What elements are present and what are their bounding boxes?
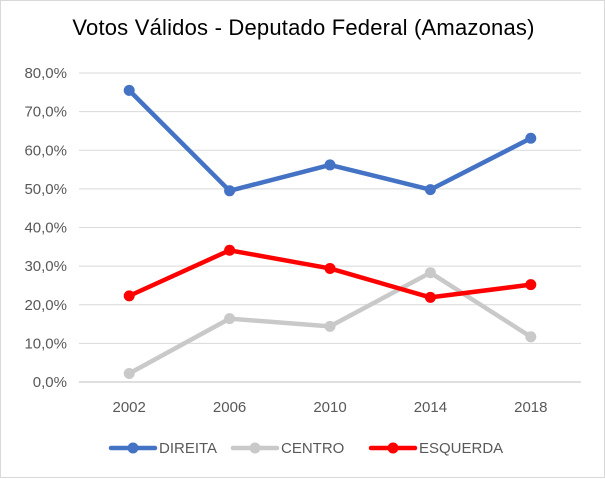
- data-point: [123, 84, 135, 96]
- y-tick-label: 80,0%: [24, 65, 67, 82]
- x-tick-label: 2006: [213, 399, 246, 416]
- series-line: [126, 88, 534, 194]
- data-point: [123, 368, 135, 380]
- y-tick-label: 50,0%: [24, 181, 67, 198]
- legend-label: ESQUERDA: [419, 440, 503, 457]
- data-point: [224, 244, 236, 256]
- x-tick-label: 2002: [113, 399, 146, 416]
- series-lines: [123, 84, 537, 380]
- y-tick-label: 40,0%: [24, 220, 67, 237]
- y-tick-label: 30,0%: [24, 258, 67, 275]
- legend-swatch-marker: [249, 442, 261, 454]
- y-tick-label: 70,0%: [24, 104, 67, 121]
- series-direita: [123, 84, 537, 197]
- y-tick-label: 0,0%: [33, 374, 67, 391]
- legend-label: CENTRO: [281, 440, 344, 457]
- legend-item: CENTRO: [230, 440, 344, 457]
- chart-title: Votos Válidos - Deputado Federal (Amazon…: [72, 15, 535, 40]
- data-point: [324, 159, 336, 171]
- y-tick-label: 10,0%: [24, 335, 67, 352]
- data-point: [525, 132, 537, 144]
- legend: DIREITA CENTRO ESQUERDA: [108, 440, 503, 457]
- data-point: [424, 184, 436, 196]
- data-point: [123, 290, 135, 302]
- data-point: [424, 267, 436, 279]
- legend-item: ESQUERDA: [368, 440, 503, 457]
- legend-swatch-marker: [127, 442, 139, 454]
- data-point: [324, 262, 336, 274]
- data-point: [525, 279, 537, 291]
- y-tick-label: 60,0%: [24, 142, 67, 159]
- data-point: [224, 185, 236, 197]
- data-point: [324, 320, 336, 332]
- legend-swatch-marker: [387, 442, 399, 454]
- x-tick-label: 2014: [414, 399, 447, 416]
- x-tick-label: 2010: [313, 399, 346, 416]
- series-esquerda: [123, 244, 537, 303]
- legend-item: DIREITA: [108, 440, 217, 457]
- data-point: [525, 331, 537, 343]
- legend-label: DIREITA: [159, 440, 217, 457]
- data-point: [224, 313, 236, 325]
- series-centro: [123, 267, 537, 380]
- data-point: [424, 291, 436, 303]
- x-tick-label: 2018: [514, 399, 547, 416]
- y-tick-label: 20,0%: [24, 297, 67, 314]
- axes: 0,0% 10,0% 20,0% 30,0% 40,0% 50,0% 60,0% 70,0% 8…: [24, 65, 581, 416]
